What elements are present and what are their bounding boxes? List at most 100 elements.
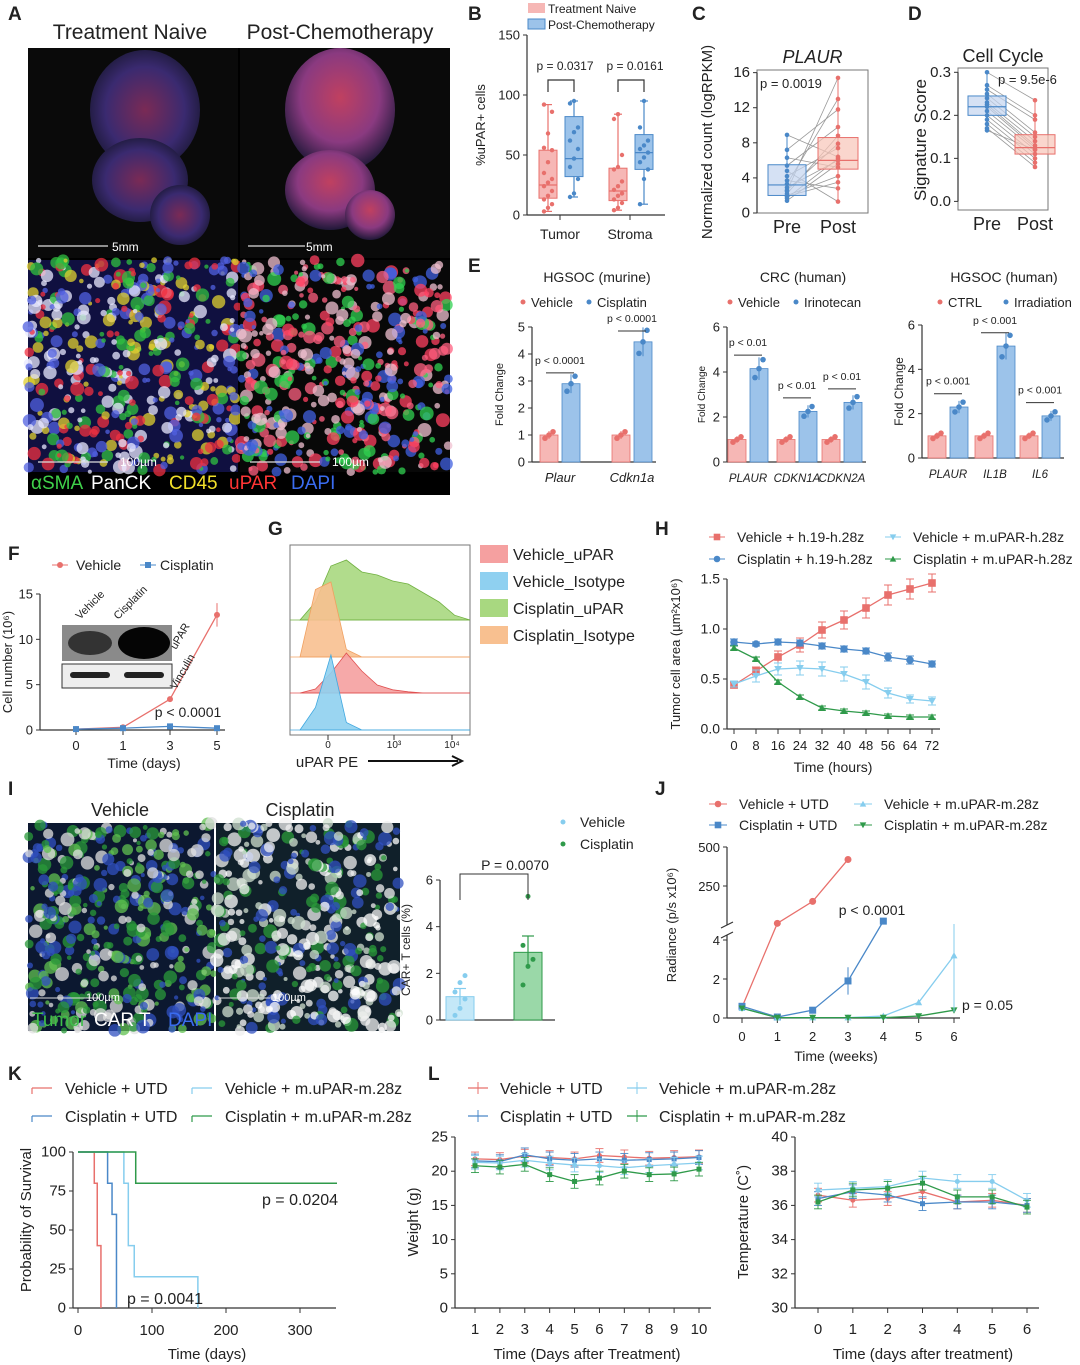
data-point <box>637 125 643 130</box>
x-tick-label: 5 <box>570 1321 578 1338</box>
cell <box>415 318 426 328</box>
cell <box>117 292 130 306</box>
cell <box>298 442 305 449</box>
cell <box>230 404 242 416</box>
cell <box>309 255 320 266</box>
data-point <box>809 897 817 905</box>
cell <box>273 264 284 276</box>
cell <box>319 416 325 422</box>
panel-letter: C <box>692 4 706 25</box>
cell <box>331 913 341 923</box>
cell <box>295 276 306 287</box>
cell <box>319 346 332 360</box>
cell <box>114 331 120 337</box>
cell <box>112 282 120 290</box>
cell <box>429 436 436 443</box>
chart-title: PLAUR <box>782 47 842 67</box>
data-point <box>520 942 526 948</box>
cell <box>140 282 147 289</box>
cell <box>151 257 157 264</box>
data-point <box>760 356 766 363</box>
cell <box>349 276 356 283</box>
cell <box>378 992 392 1006</box>
cell <box>392 877 404 889</box>
cell <box>239 919 245 925</box>
cell <box>51 309 63 321</box>
cell <box>320 844 331 855</box>
cell <box>357 1004 372 1019</box>
cell <box>41 1011 46 1016</box>
legend-label: Vehicle + m.uPAR-m.28z <box>884 796 1039 812</box>
x-tick-label: 0 <box>730 738 737 753</box>
cell <box>98 970 109 982</box>
p-value: p < 0.01 <box>823 371 861 383</box>
cell <box>70 381 85 396</box>
cell <box>79 292 92 305</box>
y-tick-label: 2 <box>426 966 433 981</box>
cell <box>264 422 271 429</box>
y-tick-label: 40 <box>771 1129 788 1146</box>
cell <box>110 975 117 982</box>
cell <box>384 363 398 377</box>
cell <box>206 1012 213 1019</box>
data-point <box>571 156 577 161</box>
cell <box>41 444 47 450</box>
cell <box>177 321 185 329</box>
cell <box>343 855 357 870</box>
cell <box>258 982 267 990</box>
data-point <box>752 672 760 680</box>
cell <box>227 908 236 916</box>
cell <box>259 935 266 942</box>
data-point <box>920 1180 925 1186</box>
cell <box>178 984 185 991</box>
data-point <box>619 191 625 196</box>
cell <box>345 423 353 431</box>
cell <box>104 1009 115 1020</box>
data-point <box>840 616 848 624</box>
cell <box>103 925 108 930</box>
cell <box>158 386 171 399</box>
legend-swatch <box>527 18 546 30</box>
cell <box>381 855 387 861</box>
y-tick-label: 2 <box>518 401 525 416</box>
cell <box>298 985 306 993</box>
cell <box>244 841 250 847</box>
cell <box>105 429 110 435</box>
chart-title: HGSOC (murine) <box>543 269 650 285</box>
cell <box>365 933 374 942</box>
cell <box>243 436 250 442</box>
data-point <box>568 380 574 387</box>
p-value: p < 0.0001 <box>535 355 585 367</box>
legend-label: Vehicle + UTD <box>65 1081 168 1098</box>
y-tick-label: 1.0 <box>701 621 721 637</box>
cell <box>408 440 420 453</box>
bar <box>633 341 653 463</box>
data-point <box>906 585 914 593</box>
cell <box>375 375 382 382</box>
data-point <box>989 1178 995 1184</box>
data-point <box>619 179 625 184</box>
tissue-lobe <box>90 50 200 170</box>
cell <box>361 887 370 896</box>
data-point <box>840 707 848 715</box>
data-point <box>641 143 647 148</box>
cell <box>229 391 238 401</box>
data-point <box>520 982 526 988</box>
cell <box>237 442 245 451</box>
data-point <box>621 1168 627 1174</box>
bar <box>798 410 818 463</box>
cell <box>118 438 127 448</box>
cell <box>154 337 168 351</box>
cell <box>381 432 391 442</box>
cell <box>340 286 347 293</box>
legend-label: Vehicle + h.19-h.28z <box>737 529 864 545</box>
cell <box>361 370 373 382</box>
data-point <box>564 388 570 395</box>
cell <box>159 981 166 988</box>
cell <box>386 380 399 393</box>
legend-label: Cisplatin + h.19-h.28z <box>737 551 873 567</box>
x-tick-label: 3 <box>918 1321 926 1338</box>
cell <box>37 864 48 875</box>
cell <box>79 424 92 437</box>
data-point <box>805 408 811 415</box>
